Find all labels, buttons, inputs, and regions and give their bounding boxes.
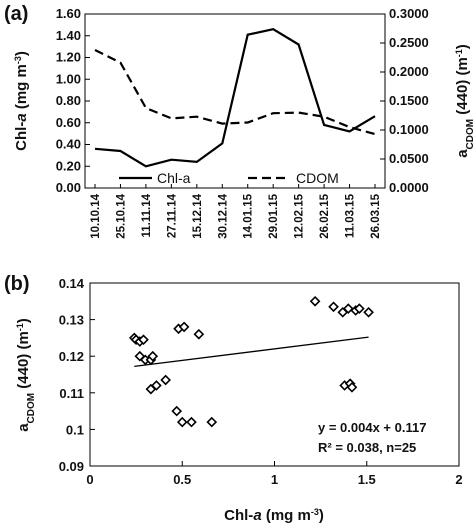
panel-a: (a) Chl-a (mg m-3) aCDOM (440) (m-1) 0.0… — [4, 3, 474, 239]
regression-stats: R² = 0.038, n=25 — [318, 440, 416, 455]
x-date-label: 11.11.14 — [141, 193, 153, 237]
panel-a-right-axis-label: aCDOM (440) (m-1) — [454, 44, 474, 158]
left-tick-label: 1.60 — [56, 6, 81, 21]
x-date-label: 15.12.14 — [192, 193, 204, 238]
panel-a-plot-frame — [84, 13, 386, 189]
scatter-point — [178, 321, 190, 333]
svg-text:aCDOM (440) (m-1): aCDOM (440) (m-1) — [15, 318, 37, 432]
x-date-label: 26.03.15 — [370, 193, 382, 238]
panel-a-legend: Chl-a CDOM — [119, 170, 339, 186]
scatter-point — [138, 334, 149, 346]
scatter-point — [176, 416, 188, 428]
y-tick-label: 0.13 — [59, 313, 84, 328]
right-tick-label: 0.1500 — [389, 93, 429, 108]
right-tick-label: 0.0000 — [389, 180, 429, 195]
x-tick-label: 1.5 — [358, 472, 376, 487]
left-tick-label: 1.00 — [56, 71, 81, 86]
y-tick-label: 0.09 — [59, 459, 84, 474]
panel-b-label: (b) — [4, 273, 30, 295]
right-tick-label: 0.2000 — [389, 64, 429, 79]
left-tick-label: 0.40 — [56, 137, 81, 152]
left-tick-label: 0.00 — [56, 180, 81, 195]
legend-label-chl-a: Chl-a — [157, 170, 191, 186]
right-tick-label: 0.2500 — [389, 35, 429, 50]
y-tick-label: 0.14 — [59, 276, 85, 291]
x-date-label: 30.12.14 — [217, 193, 229, 238]
scatter-point — [193, 328, 205, 340]
svg-text:aCDOM (440) (m-1): aCDOM (440) (m-1) — [454, 44, 474, 158]
x-date-label: 12.02.15 — [294, 193, 306, 238]
x-date-label: 29.01.15 — [268, 193, 280, 238]
scatter-point — [160, 374, 171, 386]
panel-b-y-axis-label: aCDOM (440) (m-1) — [15, 318, 37, 432]
scatter-point — [171, 405, 183, 417]
scatter-point — [186, 416, 197, 428]
scatter-point — [309, 295, 321, 307]
svg-text:Chl-a (mg m-3): Chl-a (mg m-3) — [224, 507, 324, 524]
right-tick-label: 0.3000 — [389, 6, 429, 21]
x-tick-label: 0 — [86, 472, 93, 487]
panel-a-label: (a) — [4, 3, 28, 25]
y-tick-label: 0.1 — [66, 422, 84, 437]
x-date-label: 14.01.15 — [243, 193, 255, 238]
series-line-chl-a — [94, 28, 376, 168]
x-tick-label: 0.5 — [173, 472, 191, 487]
left-tick-label: 0.80 — [56, 93, 81, 108]
x-tick-label: 2 — [455, 472, 462, 487]
regression-equation: y = 0.004x + 0.117 — [318, 420, 426, 435]
right-tick-label: 0.1000 — [389, 122, 429, 137]
svg-text:Chl-a (mg m-3): Chl-a (mg m-3) — [13, 51, 30, 151]
scatter-point — [346, 381, 358, 393]
x-date-label: 25.10.14 — [115, 193, 127, 238]
x-date-label: 11.03.15 — [345, 193, 357, 238]
left-tick-label: 0.20 — [56, 158, 81, 173]
left-tick-label: 1.20 — [56, 50, 81, 65]
x-date-label: 27.11.14 — [166, 193, 178, 238]
scatter-point — [342, 303, 354, 314]
scatter-point — [206, 416, 218, 428]
left-tick-label: 0.60 — [56, 115, 81, 130]
scatter-point — [147, 350, 159, 362]
y-tick-label: 0.12 — [59, 349, 84, 364]
x-date-label: 26.02.15 — [319, 193, 331, 238]
panel-a-left-axis-label: Chl-a (mg m-3) — [13, 51, 30, 151]
legend-label-cdom: CDOM — [296, 170, 339, 186]
x-date-label: 10.10.14 — [90, 193, 102, 238]
scatter-point — [151, 380, 162, 391]
scatter-point — [354, 303, 365, 314]
y-tick-label: 0.11 — [59, 386, 84, 401]
panel-b-x-axis-label: Chl-a (mg m-3) — [224, 507, 324, 524]
left-tick-label: 1.40 — [56, 28, 81, 43]
right-tick-label: 0.0500 — [389, 151, 429, 166]
trendline — [134, 336, 369, 368]
series-line-cdom — [94, 49, 376, 136]
scatter-point — [328, 301, 339, 313]
scatter-point — [363, 306, 374, 318]
x-tick-label: 1 — [271, 472, 278, 487]
panel-b: (b) aCDOM (440) (m-1) Chl-a (mg m-3) 0.0… — [4, 273, 463, 524]
panel-b-plot-frame — [89, 282, 460, 467]
